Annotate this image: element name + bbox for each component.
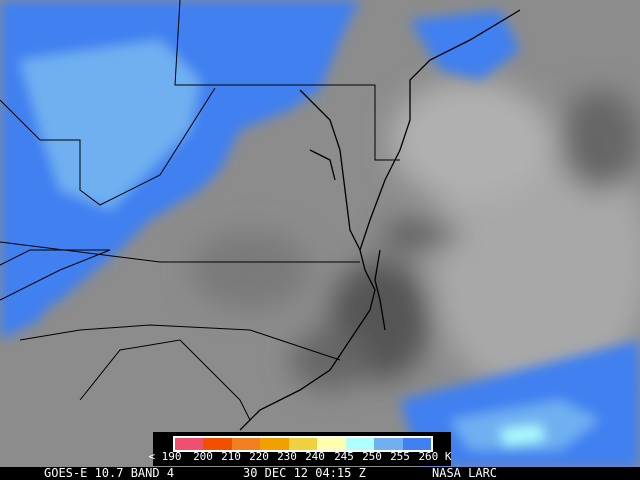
legend-tick: 245 bbox=[334, 450, 354, 463]
temperature-legend: < 190 200 210 220 230 240 245 250 255 26… bbox=[148, 432, 452, 466]
footer-bar: GOES-E 10.7 BAND 4 30 DEC 12 04:15 Z NAS… bbox=[0, 467, 640, 480]
legend-tick: 250 bbox=[362, 450, 382, 463]
legend-swatch bbox=[288, 438, 318, 450]
legend-tick: < 190 bbox=[148, 450, 182, 463]
legend-tick: 200 bbox=[193, 450, 213, 463]
legend-swatch bbox=[317, 438, 346, 450]
legend-swatch bbox=[231, 438, 261, 450]
legend-tick: 260 K bbox=[418, 450, 452, 463]
legend-tick: 220 bbox=[249, 450, 269, 463]
state-borders bbox=[0, 0, 400, 421]
legend-swatch bbox=[402, 438, 431, 450]
legend-tick: 230 bbox=[277, 450, 297, 463]
gray-cloud-texture bbox=[190, 80, 640, 400]
legend-tick: 210 bbox=[221, 450, 241, 463]
satellite-imagery bbox=[0, 0, 640, 468]
legend-swatch bbox=[374, 438, 403, 450]
satellite-band-label: GOES-E 10.7 BAND 4 bbox=[44, 466, 175, 480]
timestamp-label: 30 DEC 12 04:15 Z bbox=[243, 466, 366, 480]
coastline bbox=[239, 9, 521, 431]
legend-swatch bbox=[260, 438, 289, 450]
legend-tick: 240 bbox=[305, 450, 325, 463]
credit-label: NASA LARC bbox=[432, 466, 498, 480]
legend-swatch bbox=[175, 438, 204, 450]
legend-tick: 255 bbox=[390, 450, 410, 463]
legend-swatch bbox=[345, 438, 375, 450]
legend-color-bar bbox=[173, 436, 433, 452]
legend-swatch bbox=[203, 438, 232, 450]
